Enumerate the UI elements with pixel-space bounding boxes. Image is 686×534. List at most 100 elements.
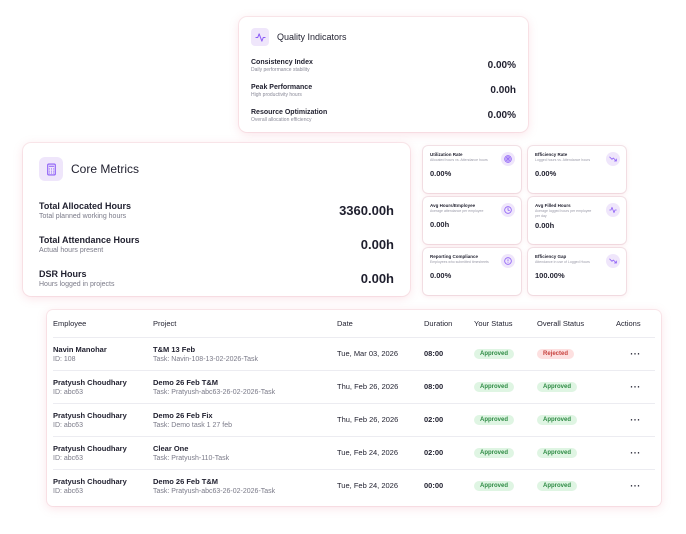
target-icon [501,152,515,166]
column-header-your-status: Your Status [474,318,513,328]
entry-date: Thu, Feb 26, 2026 [337,382,399,391]
core-metric-value: 3360.00h [339,202,394,218]
mini-card-title: Reporting Compliance [430,254,479,259]
more-actions-icon[interactable]: ··· [630,480,641,491]
mini-card-desc: Average attendance per employee [430,209,484,213]
mini-card-desc: Attendance in use of Logged Hours [535,260,590,264]
quality-item-name: Consistency Index [251,58,313,66]
pulse-icon [251,28,269,46]
entry-duration: 08:00 [424,349,444,358]
quality-item: Peak Performance High productivity hours … [251,78,516,103]
quality-indicators-title: Quality Indicators [277,32,347,42]
mini-card-desc: Allocated hours vs. Attendance hours [430,158,488,162]
clock-icon [501,203,515,217]
column-header-duration: Duration [424,318,453,328]
entry-date: Thu, Feb 26, 2026 [337,415,399,424]
core-metric-value: 0.00h [360,236,394,252]
quality-item-name: Resource Optimization [251,108,328,116]
quality-item: Consistency Index Daily performance stabi… [251,53,516,78]
core-metrics-header: Core Metrics [39,157,394,181]
timesheet-table: Employee Project Date Duration Your Stat… [53,310,655,502]
quality-item-name: Peak Performance [251,83,313,91]
quality-item: Resource Optimization Overall allocation … [251,103,516,128]
entry-date: Tue, Mar 03, 2026 [337,349,399,358]
quality-item-desc: High productivity hours [251,91,302,98]
mini-card-value: 0.00h [535,221,555,230]
entry-duration: 00:00 [424,481,444,491]
employee-name: Pratyush Choudhary [53,410,127,420]
efficiency-gap-card: Efficiency Gap Attendance in use of Logge… [528,248,626,295]
quality-item-value: 0.00% [487,60,516,71]
employee-id: ID: abc63 [53,454,83,462]
core-metric-name: Total Attendance Hours [39,234,140,245]
employee-name: Pratyush Choudhary [53,443,127,453]
employee-id: ID: 108 [53,355,76,363]
more-actions-icon[interactable]: ··· [630,447,641,458]
employee-id: ID: abc63 [53,421,83,429]
project-task: Task: Pratyush-abc63-26-02-2026-Task [153,487,276,495]
avg-filled-hours-card: Avg Filled Hours Average logged hours per… [528,197,626,244]
mini-card-value: 0.00h [430,220,450,229]
quality-item-value: 0.00h [490,85,516,96]
mini-card-value: 0.00% [430,271,452,280]
more-actions-icon[interactable]: ··· [630,381,641,392]
quality-item-desc: Overall allocation efficiency [251,116,312,123]
table-row[interactable]: Pratyush Choudhary ID: abc63 Clear One Tas… [53,436,655,469]
your-status-badge: Approved [474,415,515,425]
table-row[interactable]: Pratyush Choudhary ID: abc63 Demo 26 Feb … [53,403,655,436]
employee-name: Navin Manohar [53,344,107,354]
project-name: Demo 26 Feb T&M [153,377,219,387]
table-row[interactable]: Pratyush Choudhary ID: abc63 Demo 26 Feb … [53,469,655,502]
mini-card-desc: Employees who submitted timesheets [430,260,489,264]
mini-card-desc: Average logged hours per employee per da… [535,209,592,218]
core-metric-desc: Total planned working hours [39,212,127,220]
your-status-badge: Approved [474,349,515,359]
core-metric-value: 0.00h [360,270,394,286]
core-metric-item: Total Allocated Hours Total planned worki… [39,193,394,227]
overall-status-badge: Approved [537,415,578,425]
your-status-badge: Approved [474,448,515,458]
trend-down-icon [606,152,620,166]
employee-id: ID: abc63 [53,388,83,396]
mini-card-value: 100.00% [535,271,565,280]
core-metric-item: Total Attendance Hours Actual hours prese… [39,227,394,261]
entry-duration: 02:00 [424,448,444,457]
reporting-compliance-card: Reporting Compliance Employees who submit… [423,248,521,295]
utilization-rate-card: Utilization Rate Allocated hours vs. Atte… [423,146,521,193]
employee-name: Pratyush Choudhary [53,476,127,486]
column-header-date: Date [337,318,353,328]
project-task: Task: Pratyush-abc63-26-02-2026-Task [153,388,276,396]
quality-indicators-card: Quality Indicators Consistency Index Dail… [239,17,528,132]
core-metric-item: DSR Hours Hours logged in projects 0.00h [39,261,394,295]
project-name: Clear One [153,443,189,453]
project-task: Task: Demo task 1 27 feb [153,421,232,429]
core-metric-name: DSR Hours [39,268,87,279]
table-row[interactable]: Pratyush Choudhary ID: abc63 Demo 26 Feb … [53,370,655,403]
more-actions-icon[interactable]: ··· [630,348,641,359]
mini-card-title: Efficiency Rate [535,152,568,157]
your-status-badge: Approved [474,382,515,392]
table-row[interactable]: Navin Manohar ID: 108 T&M 13 Feb Task: Nav… [53,337,655,370]
project-name: Demo 26 Feb Fix [153,410,213,420]
calculator-icon [39,157,63,181]
quality-item-desc: Daily performance stability [251,66,310,73]
efficiency-rate-card: Efficiency Rate Logged hours vs. Attendan… [528,146,626,193]
core-metrics-title: Core Metrics [71,162,140,176]
column-header-actions: Actions [616,318,641,328]
more-actions-icon[interactable]: ··· [630,414,641,425]
alert-circle-icon [501,254,515,268]
mini-card-title: Utilization Rate [430,152,463,157]
pulse-icon [606,203,620,217]
overall-status-badge: Rejected [537,349,575,359]
mini-card-value: 0.00% [535,169,557,178]
trend-down-icon [606,254,620,268]
entry-duration: 02:00 [424,415,444,424]
mini-card-title: Avg Hours/Employee [430,203,476,208]
entry-date: Tue, Feb 24, 2026 [337,448,399,457]
quality-item-value: 0.00% [487,110,516,121]
entry-date: Tue, Feb 24, 2026 [337,481,399,491]
mini-card-value: 0.00% [430,169,452,178]
employee-id: ID: abc63 [53,487,83,495]
column-header-overall-status: Overall Status [537,318,585,328]
core-metric-desc: Actual hours present [39,246,104,254]
